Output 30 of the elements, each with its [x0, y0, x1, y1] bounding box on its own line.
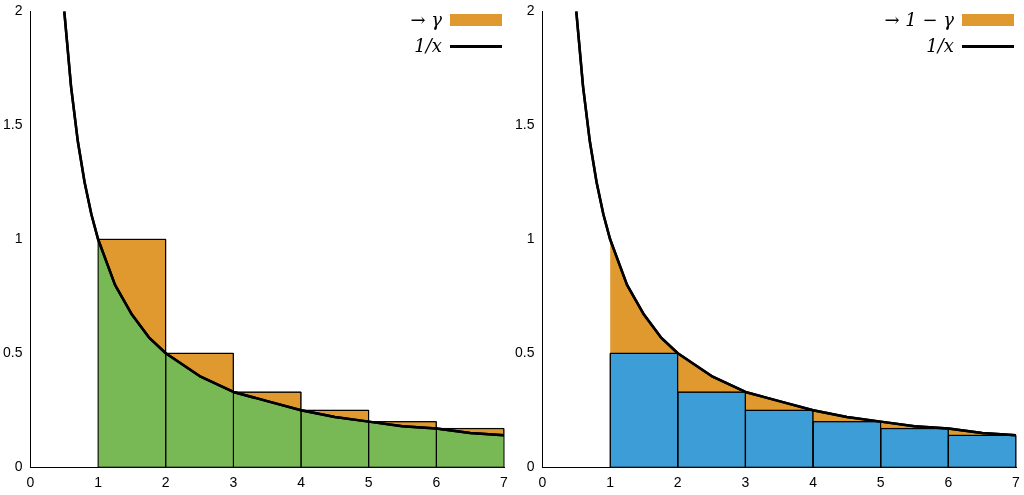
y-tick-label: 0.5 [514, 344, 535, 361]
y-tick-label: 0.5 [2, 344, 23, 361]
x-tick-label: 0 [538, 474, 547, 491]
x-tick-label: 4 [809, 474, 818, 491]
x-tick-label: 0 [26, 474, 35, 491]
x-tick-label: 6 [944, 474, 953, 491]
x-tick-label: 7 [1012, 474, 1021, 491]
y-tick-label: 2 [14, 2, 23, 19]
x-tick-label: 5 [876, 474, 885, 491]
x-tick-label: 3 [229, 474, 238, 491]
y-tick-label: 0 [526, 458, 535, 475]
x-tick-label: 1 [606, 474, 615, 491]
y-tick-label: 1 [14, 230, 23, 247]
x-tick-label: 7 [500, 474, 509, 491]
y-tick-label: 1 [526, 230, 535, 247]
legend-label: 1/x [926, 34, 954, 59]
x-tick-label: 2 [161, 474, 170, 491]
x-tick-label: 3 [741, 474, 750, 491]
y-tick-label: 1.5 [514, 116, 535, 133]
y-tick-label: 0 [14, 458, 23, 475]
x-tick-label: 2 [673, 474, 682, 491]
x-tick-label: 1 [94, 474, 103, 491]
y-tick-label: 1.5 [2, 116, 23, 133]
y-tick-label: 2 [526, 2, 535, 19]
legend-label: → γ [410, 8, 442, 33]
legend-label: 1/x [414, 34, 442, 59]
x-tick-label: 5 [364, 474, 373, 491]
legend-label: → 1 − γ [884, 8, 954, 33]
x-tick-label: 6 [432, 474, 441, 491]
x-tick-label: 4 [297, 474, 306, 491]
